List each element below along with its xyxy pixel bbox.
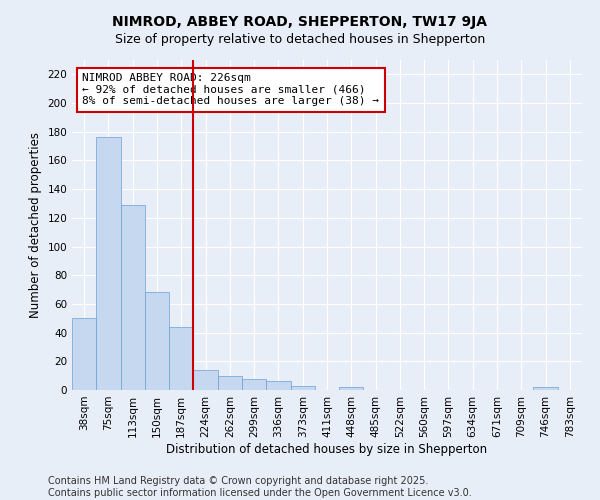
Text: NIMROD ABBEY ROAD: 226sqm
← 92% of detached houses are smaller (466)
8% of semi-: NIMROD ABBEY ROAD: 226sqm ← 92% of detac… [82, 73, 379, 106]
Bar [290, 386, 315, 390]
Bar [121, 205, 145, 390]
Bar [242, 378, 266, 390]
Bar [193, 370, 218, 390]
Text: NIMROD, ABBEY ROAD, SHEPPERTON, TW17 9JA: NIMROD, ABBEY ROAD, SHEPPERTON, TW17 9JA [113, 15, 487, 29]
Text: Contains HM Land Registry data © Crown copyright and database right 2025.
Contai: Contains HM Land Registry data © Crown c… [48, 476, 472, 498]
Bar [339, 387, 364, 390]
Bar [169, 327, 193, 390]
Bar [72, 318, 96, 390]
Bar [533, 387, 558, 390]
Bar [145, 292, 169, 390]
Y-axis label: Number of detached properties: Number of detached properties [29, 132, 42, 318]
Bar [266, 382, 290, 390]
Text: Size of property relative to detached houses in Shepperton: Size of property relative to detached ho… [115, 32, 485, 46]
Bar [218, 376, 242, 390]
X-axis label: Distribution of detached houses by size in Shepperton: Distribution of detached houses by size … [166, 442, 488, 456]
Bar [96, 138, 121, 390]
